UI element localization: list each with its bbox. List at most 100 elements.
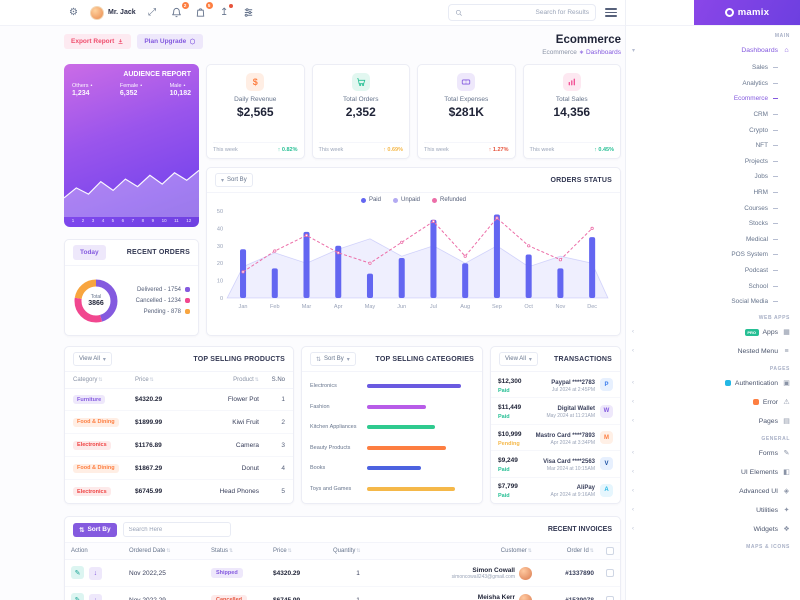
notifications-bell-icon[interactable]: 2: [169, 2, 189, 20]
ui-elements-icon: ◧: [783, 469, 790, 476]
stat-delta: ↑ 1.27%: [488, 147, 509, 153]
legend-refunded[interactable]: Refunded: [432, 197, 466, 203]
alipay-logo-icon: A: [600, 483, 613, 497]
upgrade-box-icon: [190, 38, 196, 45]
svg-text:50: 50: [217, 209, 223, 215]
sidebar-item-sales[interactable]: Sales: [631, 60, 791, 76]
export-report-button[interactable]: Export Report: [64, 34, 132, 49]
sidebar-item-jobs[interactable]: Jobs: [631, 169, 791, 185]
edit-action-button[interactable]: ✎: [71, 593, 84, 600]
cart-bag-icon[interactable]: 5: [193, 2, 213, 20]
sidebar-item-medical[interactable]: Medical: [631, 232, 791, 248]
legend-unpaid[interactable]: Unpaid: [392, 197, 420, 203]
sidebar-item-dashboards[interactable]: ▾ Dashboards ⌂: [631, 41, 791, 60]
top-selling-categories-card: ⇅ Sort By ▾ TOP SELLING CATEGORIES Electro…: [301, 346, 483, 504]
pro-badge: PRO: [744, 328, 759, 336]
sidebar-item-error[interactable]: ‹ Error ⚠: [631, 393, 791, 412]
category-label: Fashion: [310, 403, 330, 410]
category-bar-fill: [367, 466, 421, 471]
row-checkbox[interactable]: [606, 569, 614, 577]
sidebar-item-hrm[interactable]: HRM: [631, 185, 791, 201]
legend-delivered[interactable]: Delivered - 1754: [126, 287, 190, 293]
dot-icon: •: [183, 83, 186, 89]
chevron-left-icon: ‹: [632, 488, 634, 494]
sidebar-item-widgets[interactable]: ‹ Widgets ❖: [631, 520, 791, 539]
categories-sort-by-button[interactable]: ⇅ Sort By ▾: [310, 352, 356, 366]
chevron-left-icon: ‹: [632, 418, 634, 424]
hamburger-menu-icon[interactable]: [605, 8, 617, 17]
tx-method: Paypal ****2783: [551, 379, 595, 386]
chevron-left-icon: ‹: [632, 348, 634, 354]
legend-cancelled[interactable]: Cancelled - 1234: [126, 298, 190, 304]
today-button[interactable]: Today: [73, 245, 106, 260]
sort-icon: ⇅: [287, 548, 292, 554]
sidebar-item-pos-system[interactable]: POS System: [631, 247, 791, 263]
orders-sort-by-button[interactable]: ▾ Sort By: [215, 173, 253, 187]
search-input[interactable]: [467, 9, 589, 16]
plan-upgrade-button[interactable]: Plan Upgrade: [137, 34, 204, 49]
breadcrumb-current[interactable]: Dashboards: [585, 49, 621, 56]
sidebar-item-analytics[interactable]: Analytics: [631, 76, 791, 92]
customer-name: Simon Cowall: [472, 566, 515, 574]
user-menu[interactable]: Mr. Jack: [90, 5, 136, 20]
sidebar-item-pages[interactable]: ‹ Pages ▤: [631, 412, 791, 431]
breadcrumb-parent[interactable]: Ecommerce: [542, 49, 577, 56]
sort-icon: ⇅: [527, 548, 532, 554]
sidebar-item-social-media[interactable]: Social Media: [631, 294, 791, 310]
product-row[interactable]: Electronics $6745.99 Head Phones 5: [65, 480, 293, 503]
sidebar-item-crypto[interactable]: Crypto: [631, 122, 791, 138]
product-row[interactable]: Food & Dining $1867.29 Donut 4: [65, 457, 293, 481]
download-action-button[interactable]: ↓: [88, 593, 102, 600]
share-icon[interactable]: ↥: [217, 4, 233, 20]
sidebar-item-courses[interactable]: Courses: [631, 200, 791, 216]
sidebar-item-nested-menu[interactable]: ‹ Nested Menu ≡: [631, 342, 791, 361]
donut-svg: [74, 279, 118, 322]
category-label: Books: [310, 465, 326, 472]
orders-legend: Paid Unpaid Refunded: [207, 193, 620, 205]
sidebar-item-nft[interactable]: NFT: [631, 138, 791, 154]
brand-logo[interactable]: mamix: [694, 0, 800, 25]
tx-status: Paid: [498, 466, 510, 473]
sidebar-item-projects[interactable]: Projects: [631, 154, 791, 170]
select-all-checkbox[interactable]: [606, 547, 614, 555]
tx-method: Mastro Card ****7893: [535, 432, 595, 439]
product-row[interactable]: Food & Dining $1899.99 Kiwi Fruit 2: [65, 411, 293, 435]
settings-gear-icon[interactable]: ⚙: [66, 5, 81, 20]
chevron-down-icon: ▾: [528, 356, 532, 363]
sidebar-item-ecommerce[interactable]: Ecommerce: [631, 91, 791, 107]
sidebar-item-crm[interactable]: CRM: [631, 107, 791, 123]
filter-sliders-icon[interactable]: [241, 5, 256, 20]
tx-status: Pending: [498, 440, 520, 447]
sidebar-item-stocks[interactable]: Stocks: [631, 216, 791, 232]
transactions-view-all-button[interactable]: View All ▾: [499, 352, 538, 366]
sidebar-item-advanced-ui[interactable]: ‹ Advanced UI ◈: [631, 482, 791, 501]
sidebar: mamix MAIN ▾ Dashboards ⌂ Sales Analytic…: [625, 0, 800, 600]
product-row[interactable]: Electronics $1176.89 Camera 3: [65, 434, 293, 458]
row-checkbox[interactable]: [606, 596, 614, 600]
edit-action-button[interactable]: ✎: [71, 566, 84, 580]
dash-bullet: [773, 301, 778, 303]
stat-period: This week: [424, 147, 449, 153]
status-badge: Shipped: [211, 568, 243, 578]
sidebar-item-ui-elements[interactable]: ‹ UI Elements ◧: [631, 463, 791, 482]
download-action-button[interactable]: ↓: [88, 566, 102, 580]
products-view-all-button[interactable]: View All ▾: [73, 352, 112, 366]
invoices-search-input[interactable]: [128, 526, 225, 533]
sidebar-item-label: Utilities: [756, 506, 778, 514]
sidebar-item-podcast[interactable]: Podcast: [631, 263, 791, 279]
sidebar-item-authentication[interactable]: ‹ Authentication ▣: [631, 374, 791, 393]
invoices-sort-by-button[interactable]: ⇅ Sort By: [73, 522, 117, 537]
ticket-icon: [457, 73, 476, 91]
sidebar-item-school[interactable]: School: [631, 278, 791, 294]
sidebar-item-utilities[interactable]: ‹ Utilities ✦: [631, 501, 791, 520]
legend-paid[interactable]: Paid: [360, 197, 381, 203]
legend-pending[interactable]: Pending - 878: [126, 309, 190, 315]
sidebar-item-forms[interactable]: ‹ Forms ✎: [631, 444, 791, 463]
tx-method: Digital Wallet: [557, 406, 595, 413]
sort-icon: ⇅: [589, 548, 594, 554]
fullscreen-icon[interactable]: ⤢: [145, 5, 160, 20]
chevron-left-icon: ‹: [632, 399, 634, 405]
sidebar-item-apps[interactable]: ‹ PRO Apps ▦: [631, 323, 791, 342]
product-row[interactable]: Furniture $4320.29 Flower Pot 1: [65, 389, 293, 412]
order-id: #1337890: [565, 569, 594, 577]
